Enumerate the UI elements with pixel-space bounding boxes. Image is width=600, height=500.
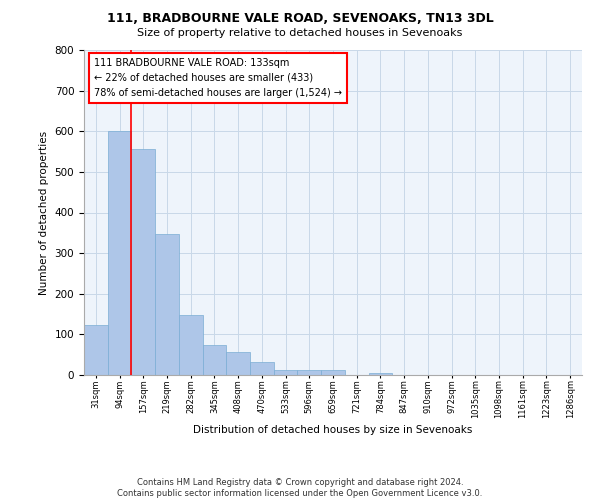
Text: Contains HM Land Registry data © Crown copyright and database right 2024.
Contai: Contains HM Land Registry data © Crown c…	[118, 478, 482, 498]
Bar	[298, 370, 321, 375]
Bar	[368, 373, 392, 375]
Bar	[203, 344, 226, 375]
Bar	[108, 131, 131, 375]
Y-axis label: Number of detached properties: Number of detached properties	[39, 130, 49, 294]
Text: 111, BRADBOURNE VALE ROAD, SEVENOAKS, TN13 3DL: 111, BRADBOURNE VALE ROAD, SEVENOAKS, TN…	[107, 12, 493, 26]
Bar	[250, 362, 274, 375]
Bar	[131, 148, 155, 375]
X-axis label: Distribution of detached houses by size in Sevenoaks: Distribution of detached houses by size …	[193, 425, 473, 435]
Bar	[321, 370, 345, 375]
Bar	[179, 315, 203, 375]
Bar	[155, 234, 179, 375]
Text: 111 BRADBOURNE VALE ROAD: 133sqm
← 22% of detached houses are smaller (433)
78% : 111 BRADBOURNE VALE ROAD: 133sqm ← 22% o…	[94, 58, 342, 98]
Bar	[226, 352, 250, 375]
Bar	[274, 370, 298, 375]
Text: Size of property relative to detached houses in Sevenoaks: Size of property relative to detached ho…	[137, 28, 463, 38]
Bar	[84, 326, 108, 375]
